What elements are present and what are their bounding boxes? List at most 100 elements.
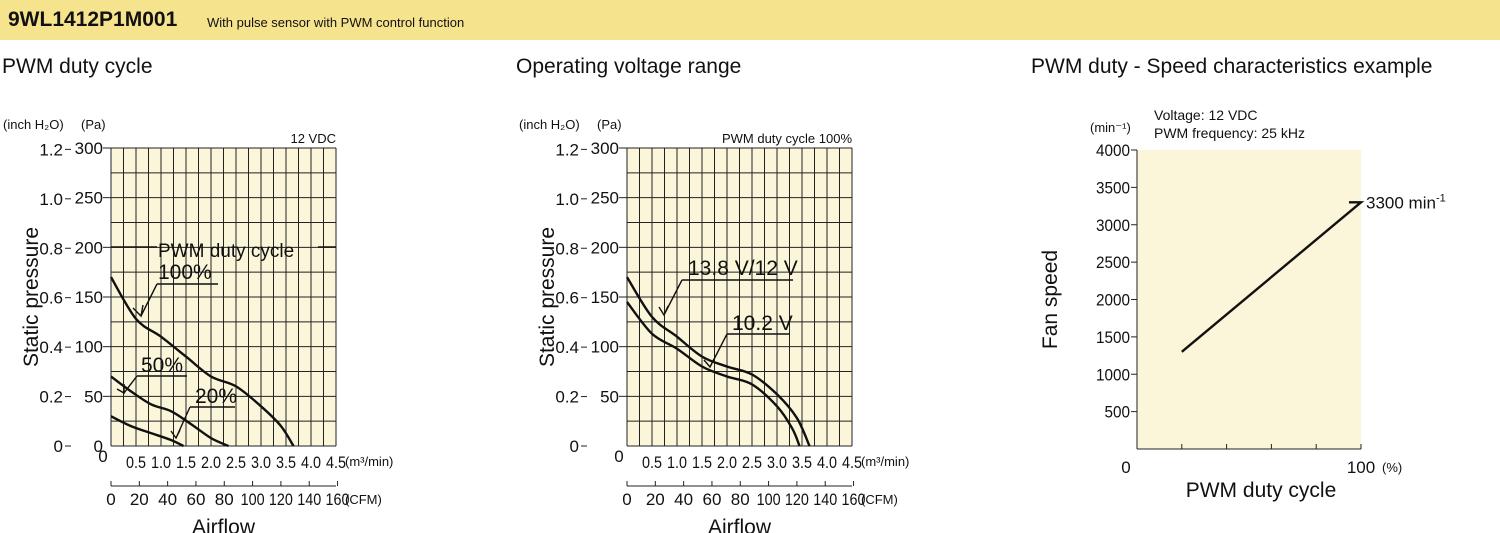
chart1-y2tick-label: 0.2 (39, 388, 63, 407)
chart2-xtick-label: 3.5 (792, 453, 812, 472)
chart3-ytick-label: 3000 (1096, 216, 1130, 235)
chart2-condition: PWM duty cycle 100% (722, 131, 852, 146)
chart1-ytick-label: 100 (75, 338, 103, 357)
chart2-series-2-line (626, 301, 801, 447)
chart2-xtick-zero: 0 (614, 447, 623, 466)
chart1-cfm-label: 80 (215, 490, 234, 509)
chart1-xtick-zero: 0 (98, 447, 107, 466)
chart2-y2tick-label: 0.8 (555, 239, 579, 258)
chart2-label-s2: 10.2 V (732, 312, 793, 335)
chart1-x-unit: (m³/min) (345, 454, 393, 469)
chart1-cfm-label: 120 (269, 490, 293, 509)
chart2-y2tick-label: 0.4 (555, 338, 579, 357)
chart1-xtick-label: 4.0 (301, 453, 321, 472)
chart1-label-s3: 20% (195, 385, 237, 408)
chart1-y2tick-label: 0.6 (39, 289, 63, 308)
chart2-xtick-label: 1.5 (692, 453, 712, 472)
chart2-cfm-label: 40 (674, 490, 693, 509)
model-number: 9WL1412P1M001 (8, 8, 178, 31)
chart1-title: PWM duty cycle (2, 55, 153, 78)
chart2-leader-s1 (658, 279, 793, 317)
chart3-xtick-100: 100 (1347, 458, 1375, 477)
chart3-ytick-label: 2000 (1096, 291, 1130, 310)
chart1-leader-s1 (132, 283, 218, 318)
chart2-cfm-label: 120 (785, 490, 809, 509)
chart3-xlabel: PWM duty cycle (1186, 479, 1337, 502)
chart2-xtick-label: 2.0 (717, 453, 737, 472)
chart2-xtick-label: 2.5 (742, 453, 762, 472)
chart1-label-s1: 100% (158, 261, 212, 284)
chart1-xtick-label: 2.0 (201, 453, 221, 472)
chart1-cfm-label: 20 (130, 490, 149, 509)
chart2-ytick-label: 50 (600, 387, 619, 406)
chart2-label-s1: 13.8 V/12 V (688, 257, 798, 280)
chart1-xtick-label: 1.5 (176, 453, 196, 472)
chart1-y-unit: (Pa) (81, 117, 106, 132)
chart3-x-unit: (%) (1382, 460, 1402, 475)
chart1-y2tick-label: 1.0 (39, 190, 63, 209)
chart2-y2tick-label: 0.2 (555, 388, 579, 407)
chart2-cfm-unit: (CFM) (861, 492, 898, 507)
chart3-ytick-label: 4000 (1096, 141, 1130, 160)
chart1-series-3-line (110, 415, 185, 448)
chart2-series-1-line (625, 276, 811, 447)
chart1-ytick-zero: 0 (94, 437, 103, 456)
chart1-ytick-label: 200 (75, 238, 103, 257)
chart1-xtick-label: 3.5 (276, 453, 296, 472)
chart3-xtick-zero: 0 (1121, 458, 1130, 477)
chart2-leader-s2 (703, 333, 790, 369)
chart1-xlabel: Airflow (192, 516, 256, 533)
chart3-ytick-label: 2500 (1096, 253, 1130, 272)
chart2-x-unit: (m³/min) (861, 454, 909, 469)
chart2-cfm-label: 140 (813, 490, 837, 509)
chart3-annotation: 3300 min-1 (1366, 192, 1446, 212)
chart2-xtick-label: 4.5 (842, 453, 862, 472)
chart1-cfm-label: 60 (186, 490, 205, 509)
chart1-leader-s2 (116, 375, 187, 395)
model-banner: 9WL1412P1M001 With pulse sensor with PWM… (0, 0, 1500, 40)
chart2-ytick-label: 100 (591, 338, 619, 357)
chart2-title: Operating voltage range (516, 55, 742, 78)
chart2-cfm-label: 0 (622, 490, 631, 509)
chart1-ylabel: Static pressure (20, 227, 43, 367)
chart1-y2-unit: (inch H₂O) (3, 117, 64, 132)
chart2-cfm-label: 80 (731, 490, 750, 509)
chart1-y2tick-label: 0 (54, 437, 63, 456)
chart3-plot-area (1137, 150, 1361, 449)
chart3-ylabel: Fan speed (1039, 250, 1062, 349)
chart3-ytick-label: 1000 (1096, 365, 1130, 384)
chart3-title: PWM duty - Speed characteristics example (1031, 55, 1433, 78)
chart1-y2tick-label: 1.2 (39, 140, 63, 159)
chart2-ytick-label: 300 (591, 139, 619, 158)
chart1-series-2-line (110, 375, 229, 448)
chart2-cfm-label: 100 (757, 490, 781, 509)
chart1-ytick-label: 150 (75, 288, 103, 307)
chart2-xlabel: Airflow (708, 516, 772, 533)
chart3-y-unit: (min⁻¹) (1090, 120, 1131, 135)
chart1-label-s2: 50% (141, 354, 183, 377)
chart2-xtick-label: 3.0 (767, 453, 787, 472)
chart2-y-unit: (Pa) (597, 117, 622, 132)
chart2-xtick-label: 4.0 (817, 453, 837, 472)
chart1-ytick-label: 250 (75, 189, 103, 208)
chart1-xtick-label: 1.0 (151, 453, 171, 472)
chart1-cfm-label: 0 (106, 490, 115, 509)
chart2-y2tick-label: 0 (570, 437, 579, 456)
chart1-cfm-label: 140 (297, 490, 321, 509)
chart2-ytick-label: 200 (591, 238, 619, 257)
chart3-ytick-label: 3500 (1096, 178, 1130, 197)
chart3-condition-voltage: Voltage: 12 VDC (1154, 107, 1258, 123)
chart1-y2tick-label: 0.8 (39, 239, 63, 258)
chart1-xtick-label: 2.5 (226, 453, 246, 472)
chart2-cfm-label: 160 (842, 490, 866, 509)
chart2-cfm-label: 60 (702, 490, 721, 509)
chart2-y2-unit: (inch H₂O) (519, 117, 580, 132)
chart1-ytick-label: 50 (84, 387, 103, 406)
chart1-y2tick-label: 0.4 (39, 338, 63, 357)
chart2-xtick-label: 1.0 (667, 453, 687, 472)
chart1-leader-s3 (170, 406, 235, 440)
chart2-ylabel: Static pressure (536, 227, 559, 367)
model-description: With pulse sensor with PWM control funct… (207, 15, 465, 30)
chart1-series-1-line (109, 276, 295, 447)
